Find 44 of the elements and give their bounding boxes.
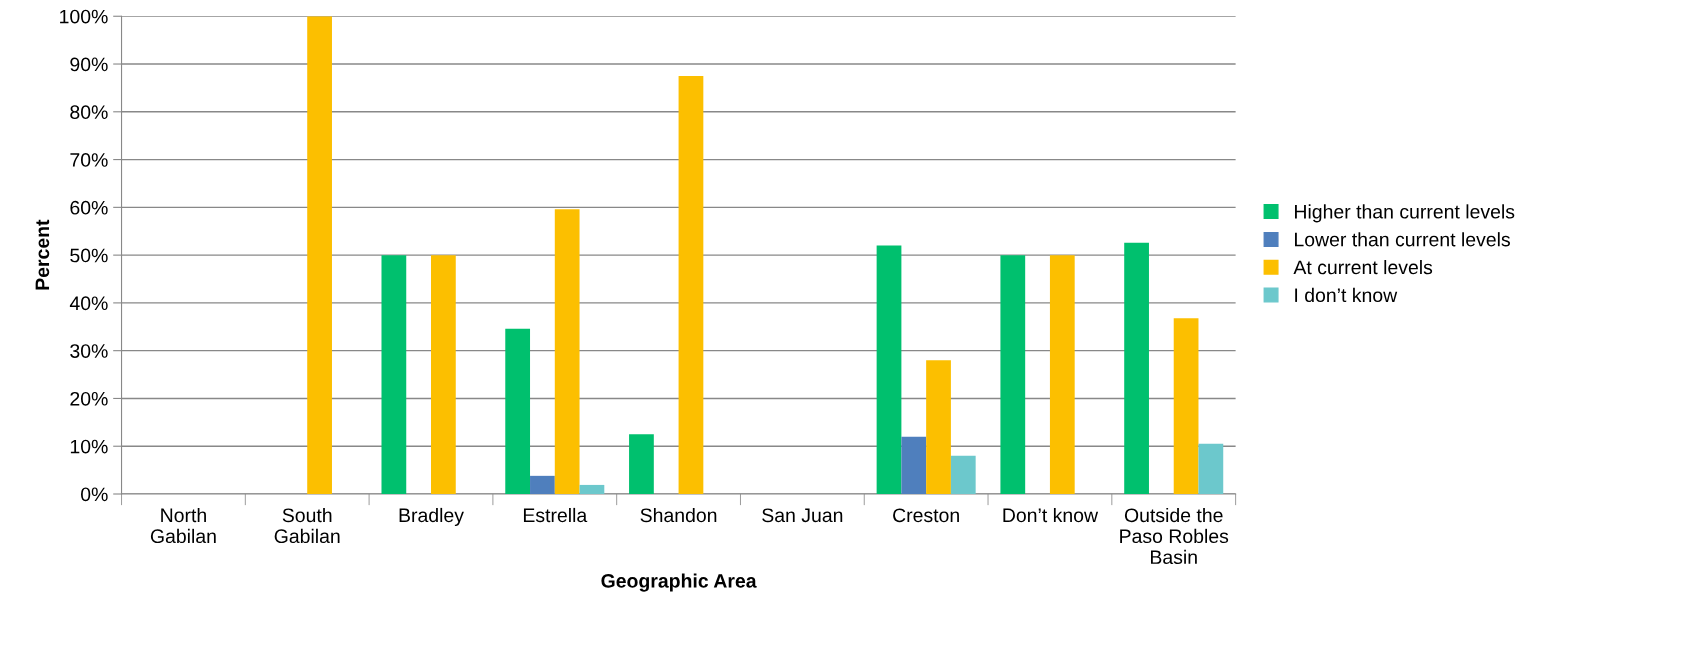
- x-tick-label: Bradley: [399, 507, 464, 527]
- legend-label: Higher than current levels: [1295, 204, 1515, 223]
- bar: [1124, 242, 1149, 494]
- y-axis-title: Percent: [35, 219, 50, 290]
- bar: [1049, 255, 1075, 494]
- y-tick-label: 100%: [60, 9, 108, 24]
- y-tick-label: 80%: [70, 105, 108, 120]
- x-tick-label: San Juan: [762, 508, 843, 523]
- bar: [629, 434, 654, 494]
- x-tick-label: Creston: [893, 508, 959, 523]
- legend-label: I don’t know: [1295, 287, 1398, 303]
- bar: [554, 209, 580, 494]
- bar: [926, 360, 951, 494]
- bar: [505, 328, 531, 494]
- bar: [579, 484, 605, 494]
- legend-label: At current levels: [1293, 259, 1433, 275]
- y-tick-label: 10%: [70, 439, 108, 454]
- y-tick-label: 60%: [70, 200, 108, 215]
- bar: [307, 16, 332, 494]
- bar: [1000, 255, 1026, 494]
- bar: [678, 75, 704, 494]
- x-tick-label: South Gabilan: [274, 507, 340, 544]
- x-axis-title: Geographic Area: [601, 573, 757, 592]
- x-tick-label: Shandon: [640, 507, 717, 523]
- y-tick-label: 20%: [70, 391, 108, 406]
- x-tick-label: Outside the Paso Robles Basin: [1120, 507, 1229, 565]
- x-tick-label: Estrella: [523, 507, 588, 523]
- y-tick-label: 90%: [70, 57, 108, 72]
- bar: [901, 436, 927, 494]
- y-tick-label: 30%: [70, 344, 108, 358]
- x-tick-label: North Gabilan: [150, 507, 216, 544]
- bar: [431, 255, 456, 494]
- bar: [1173, 318, 1199, 494]
- y-tick-label: 40%: [69, 296, 108, 311]
- bar: [381, 255, 407, 494]
- bar: [1198, 443, 1224, 494]
- bar: [876, 245, 902, 494]
- y-tick-label: 0%: [81, 487, 108, 502]
- x-tick-label: Don’t know: [1003, 507, 1099, 523]
- legend-label: Lower than current levels: [1295, 232, 1510, 247]
- y-tick-label: 50%: [70, 248, 108, 263]
- y-tick-label: 70%: [70, 153, 108, 167]
- bar: [950, 455, 976, 494]
- bar: [530, 475, 555, 494]
